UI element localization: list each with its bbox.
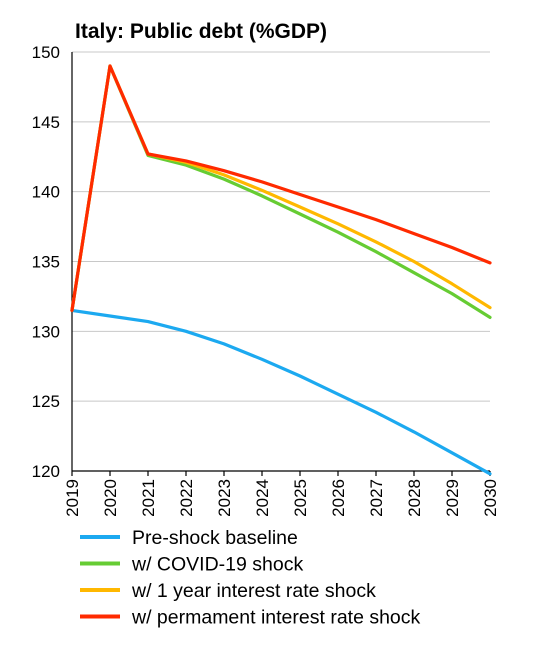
x-tick-label-2029: 2029	[443, 479, 462, 517]
x-tick-label-2027: 2027	[367, 479, 386, 517]
y-tick-label-150: 150	[32, 43, 60, 62]
x-tick-label-2026: 2026	[329, 479, 348, 517]
x-tick-label-2028: 2028	[405, 479, 424, 517]
legend: Pre-shock baseline w/ COVID-19 shock w/ 1 …	[80, 527, 421, 629]
series-line-4	[70, 64, 492, 312]
legend-label-3: w/ 1 year interest rate shock	[131, 580, 376, 602]
series-line-1	[70, 308, 492, 476]
y-tick-label-130: 130	[32, 322, 60, 341]
x-tick-label-2023: 2023	[215, 479, 234, 517]
x-tick-label-2019: 2019	[63, 479, 82, 517]
x-tick-label-2022: 2022	[177, 479, 196, 517]
y-tick-label-145: 145	[32, 113, 60, 132]
x-tick-labels: 2019 2020 2021 2022 2023 2024 2025 2026 2027 2028…	[63, 479, 500, 517]
y-tick-label-120: 120	[32, 462, 60, 481]
y-tick-labels: 120 125 130 135 140 145 150	[32, 43, 60, 481]
x-tick-label-2025: 2025	[291, 479, 310, 517]
x-tick-label-2020: 2020	[101, 479, 120, 517]
x-tick-label-2024: 2024	[253, 479, 272, 517]
y-tick-label-135: 135	[32, 253, 60, 272]
x-tick-label-2021: 2021	[139, 479, 158, 517]
legend-label-2: w/ COVID-19 shock	[131, 554, 303, 576]
y-tick-label-140: 140	[32, 183, 60, 202]
chart-title: Italy: Public debt (%GDP)	[75, 20, 327, 43]
grid-lines	[72, 51, 490, 402]
legend-label-1: Pre-shock baseline	[132, 527, 298, 549]
axes	[71, 52, 491, 476]
x-tick-label-2030: 2030	[481, 479, 500, 517]
legend-label-4: w/ permament interest rate shock	[131, 607, 421, 629]
series-lines	[70, 64, 492, 476]
y-tick-label-125: 125	[32, 392, 60, 411]
